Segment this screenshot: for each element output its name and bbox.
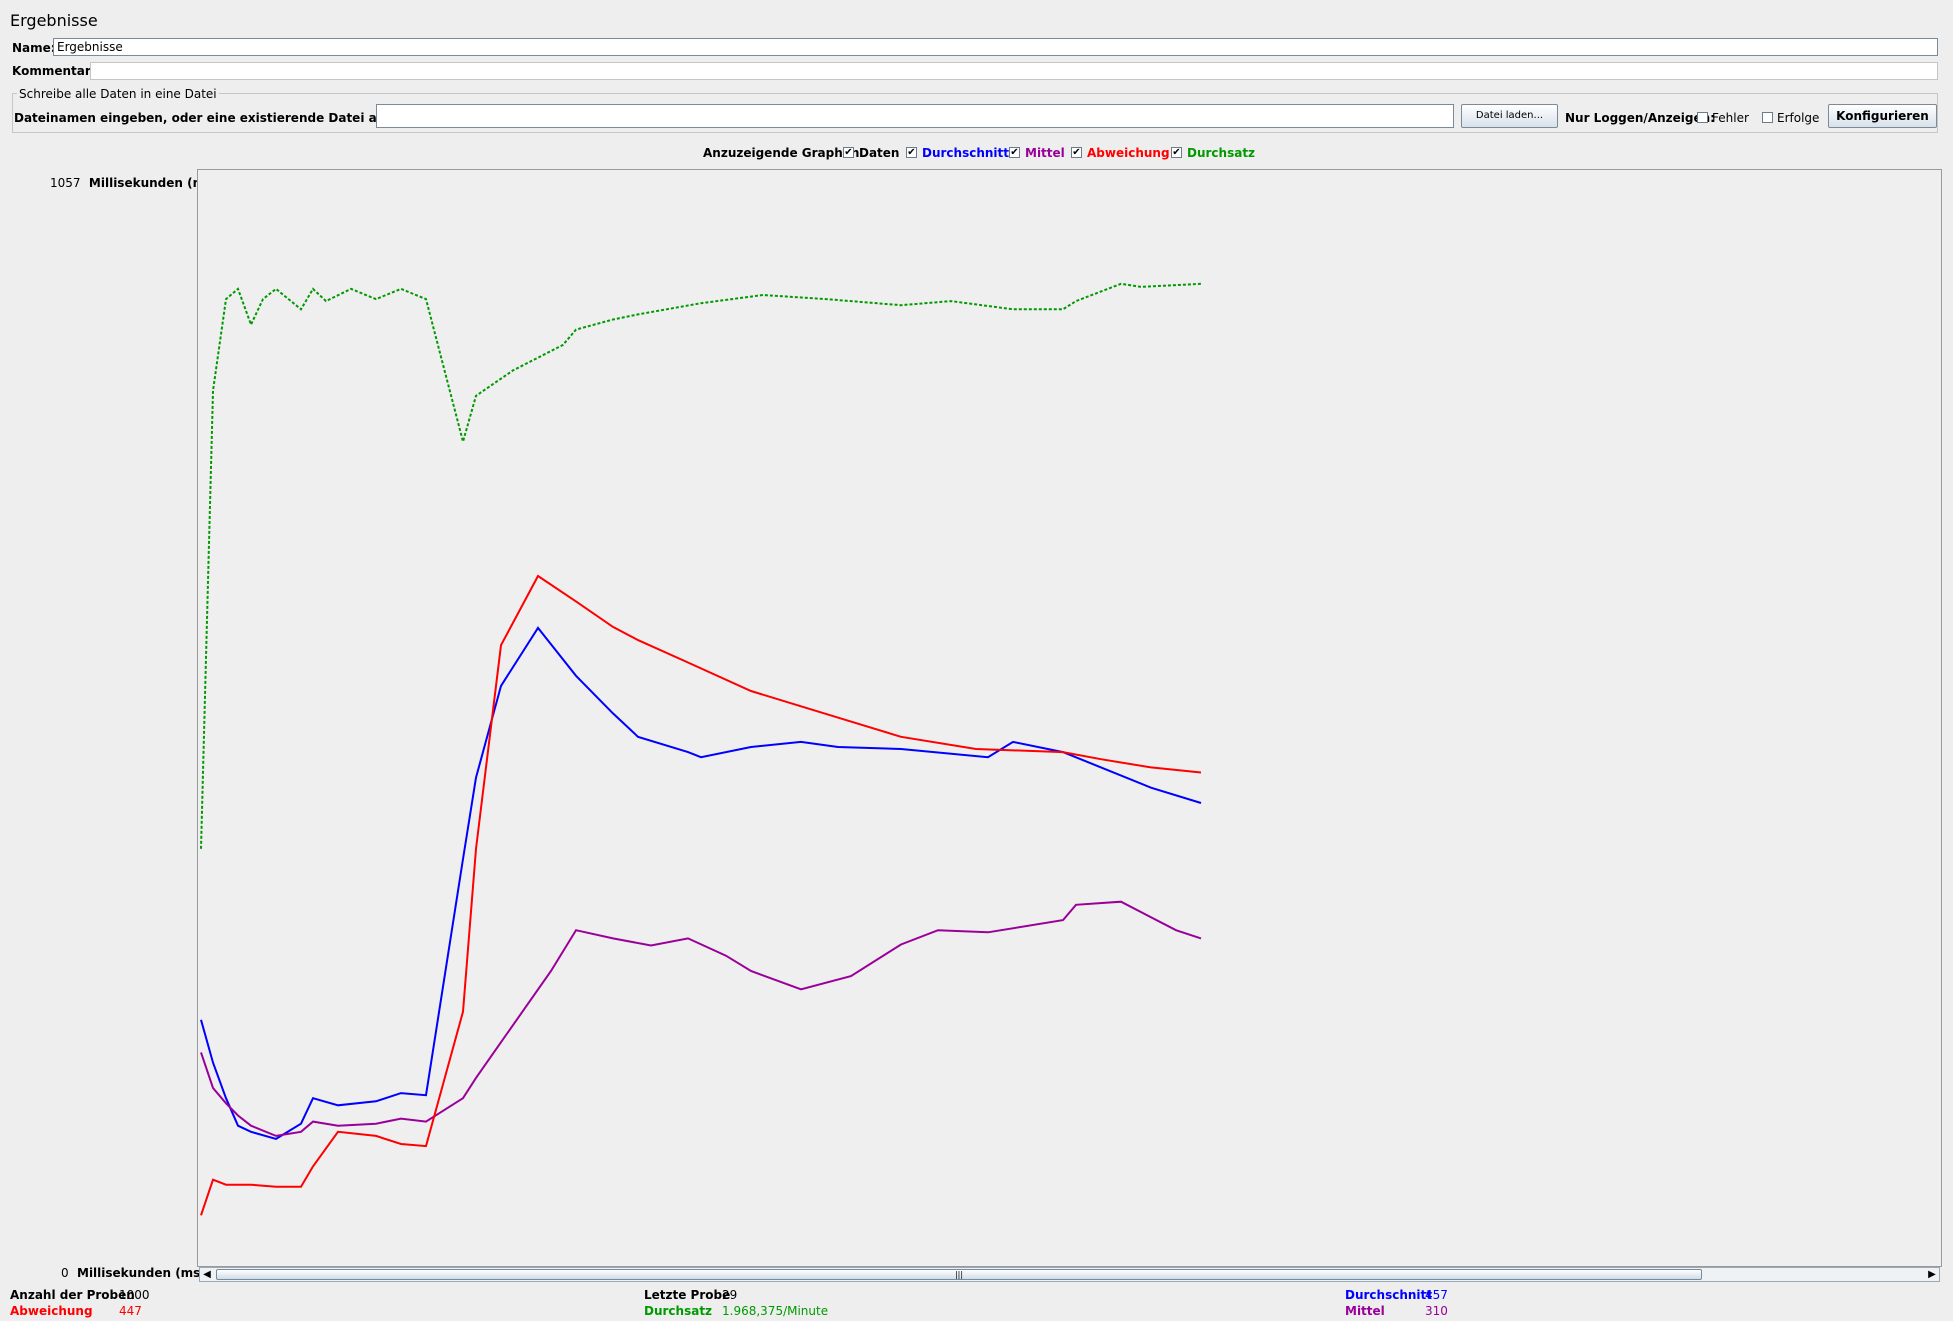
success-checkbox[interactable] bbox=[1762, 112, 1773, 123]
name-label: Name: bbox=[12, 41, 56, 55]
log-only-label: Nur Loggen/Anzeigen: bbox=[1565, 111, 1715, 125]
graph-checkbox-mittel[interactable]: ✔ bbox=[1009, 147, 1020, 158]
y-axis-max-value: 1057 bbox=[50, 176, 81, 190]
graph-horizontal-scrollbar[interactable]: ◀ ||| ▶ bbox=[199, 1267, 1940, 1282]
graph-selector-label: Anzuzeigende Graphen bbox=[703, 146, 860, 160]
file-fieldset-legend: Schreibe alle Daten in eine Datei bbox=[17, 87, 219, 101]
load-file-button[interactable]: Datei laden... bbox=[1461, 104, 1558, 128]
errors-label: Fehler bbox=[1712, 111, 1749, 125]
last-sample-value: 29 bbox=[722, 1288, 738, 1302]
graph-label-durchschnitt: Durchschnitt bbox=[922, 146, 1010, 160]
graph-label-mittel: Mittel bbox=[1025, 146, 1065, 160]
deviation-value: 447 bbox=[119, 1304, 142, 1318]
y-axis-min-unit: Millisekunden (ms) bbox=[77, 1266, 206, 1280]
throughput-value: 1.968,375/Minute bbox=[722, 1304, 829, 1318]
y-axis-min-value: 0 bbox=[61, 1266, 69, 1280]
errors-checkbox[interactable] bbox=[1697, 112, 1708, 123]
graph-label-durchsatz: Durchsatz bbox=[1187, 146, 1256, 160]
graph-checkbox-durchsatz[interactable]: ✔ bbox=[1171, 147, 1182, 158]
average-label: Durchschnitt bbox=[1345, 1288, 1433, 1302]
median-label: Mittel bbox=[1345, 1304, 1385, 1318]
graph-checkbox-abweichung[interactable]: ✔ bbox=[1071, 147, 1082, 158]
median-value: 310 bbox=[1425, 1304, 1448, 1318]
series-line-durchschnitt bbox=[200, 626, 1202, 1140]
filename-input[interactable] bbox=[376, 104, 1454, 128]
scroll-thumb[interactable]: ||| bbox=[216, 1269, 1702, 1280]
graph-label-abweichung: Abweichung bbox=[1087, 146, 1170, 160]
graph-plot bbox=[200, 282, 1202, 1216]
name-row: Name: bbox=[10, 38, 1940, 58]
comment-input[interactable] bbox=[90, 62, 1938, 80]
name-input[interactable] bbox=[53, 38, 1938, 56]
throughput-label: Durchsatz bbox=[644, 1304, 713, 1318]
configure-button[interactable]: Konfigurieren bbox=[1828, 104, 1937, 128]
graph-label-daten: Daten bbox=[859, 146, 900, 160]
scroll-right-arrow-icon[interactable]: ▶ bbox=[1928, 1269, 1936, 1280]
comment-row: Kommentare: bbox=[10, 62, 1940, 80]
series-line-mittel bbox=[200, 900, 1202, 1137]
samples-count-label: Anzahl der Proben bbox=[10, 1288, 135, 1302]
series-line-abweichung bbox=[200, 574, 1202, 1216]
filename-label: Dateinamen eingeben, oder eine existiere… bbox=[14, 111, 446, 125]
last-sample-label: Letzte Probe bbox=[644, 1288, 731, 1302]
comment-label: Kommentare: bbox=[12, 64, 104, 78]
y-axis-max-label: 1057 Millisekunden (ms) bbox=[50, 176, 218, 190]
window-title: Ergebnisse bbox=[10, 11, 98, 30]
average-value: 457 bbox=[1425, 1288, 1448, 1302]
y-axis-max-unit: Millisekunden (ms) bbox=[88, 176, 218, 190]
file-fieldset bbox=[12, 93, 1938, 133]
success-label: Erfolge bbox=[1777, 111, 1820, 125]
scroll-left-arrow-icon[interactable]: ◀ bbox=[203, 1269, 211, 1280]
graph-panel bbox=[197, 169, 1942, 1267]
y-axis-min-label: 0 Millisekunden (ms) bbox=[61, 1266, 206, 1280]
graph-checkbox-daten[interactable]: ✔ bbox=[843, 147, 854, 158]
graph-checkbox-durchschnitt[interactable]: ✔ bbox=[906, 147, 917, 158]
samples-count-value: 1000 bbox=[119, 1288, 150, 1302]
deviation-label: Abweichung bbox=[10, 1304, 93, 1318]
series-line-durchsatz bbox=[200, 282, 1202, 849]
